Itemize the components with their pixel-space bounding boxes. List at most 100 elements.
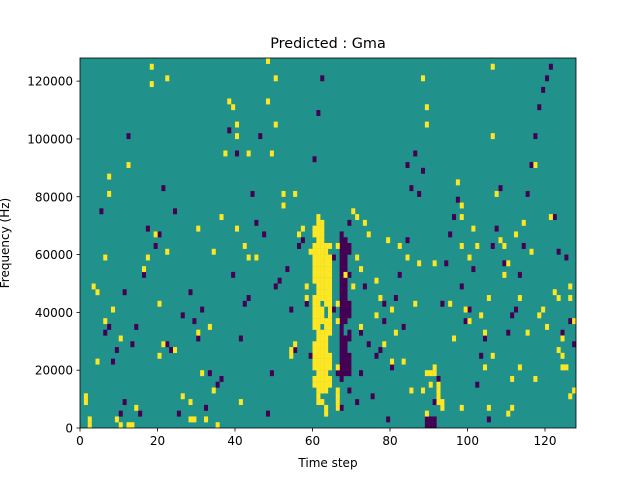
heatmap-cell-high (424, 410, 429, 417)
x-tick-label: 120 (534, 434, 557, 448)
heatmap-cell-high (235, 133, 240, 140)
x-axis-label: Time step (297, 456, 357, 470)
heatmap-cell-high (328, 329, 333, 336)
heatmap-cell-high (145, 254, 150, 261)
heatmap-cell-low (366, 341, 371, 348)
heatmap-cell-low (424, 416, 429, 423)
heatmap-cell-low (568, 318, 573, 325)
heatmap-cell-high (537, 312, 542, 319)
heatmap-cell-low (339, 260, 344, 267)
heatmap-cell-high (382, 341, 387, 348)
x-tick-label: 60 (305, 434, 320, 448)
heatmap-cell-high (312, 352, 317, 359)
heatmap-cell-high (312, 358, 317, 365)
heatmap-cell-high (564, 364, 569, 371)
heatmap-cell-high (308, 248, 313, 255)
heatmap-cell-high (328, 277, 333, 284)
heatmap-cell-high (328, 283, 333, 290)
heatmap-cell-high (196, 329, 201, 336)
heatmap-cell-low (227, 127, 232, 134)
heatmap-cell-low (339, 300, 344, 307)
heatmap-cell-high (103, 318, 108, 325)
heatmap-cell-low (347, 243, 352, 249)
heatmap-cell-high (541, 306, 546, 313)
heatmap-cell-low (308, 352, 313, 359)
heatmap-cell-high (479, 312, 484, 319)
heatmap-cell-high (421, 75, 426, 82)
heatmap-cell-low (510, 312, 515, 319)
heatmap-cell-low (339, 277, 344, 284)
heatmap-cell-high (207, 323, 212, 330)
heatmap-cell-low (444, 260, 449, 267)
heatmap-cell-high (312, 231, 317, 238)
heatmap-cell-low (285, 266, 290, 273)
heatmap-cell-high (448, 300, 453, 307)
heatmap-cell-low (362, 283, 367, 290)
heatmap-cell-high (328, 260, 333, 267)
heatmap-cell-low (564, 254, 569, 261)
heatmap-cell-high (312, 248, 317, 255)
heatmap-cell-high (95, 289, 100, 296)
heatmap-cell-low (339, 231, 344, 238)
heatmap-cell-low (204, 404, 209, 411)
heatmap-cell-low (266, 410, 271, 417)
heatmap-cell-high (328, 381, 333, 388)
heatmap-cell-high (324, 260, 329, 267)
heatmap-cell-low (498, 185, 503, 192)
heatmap-cell-high (510, 375, 515, 382)
heatmap-cell-high (316, 323, 321, 330)
heatmap-cell-high (502, 243, 507, 249)
heatmap-cell-low (521, 243, 526, 249)
heatmap-cell-high (386, 237, 391, 244)
heatmap-cell-high (467, 318, 472, 325)
heatmap-cell-low (293, 347, 298, 353)
heatmap-cell-high (312, 260, 317, 267)
heatmap-cell-low (374, 352, 379, 359)
heatmap-cell-low (343, 370, 348, 377)
heatmap-cell-low (486, 416, 491, 423)
heatmap-cell-high (211, 248, 216, 255)
heatmap-cell-low (556, 248, 561, 255)
heatmap-cell-high (517, 295, 522, 301)
heatmap-cell-high (432, 370, 437, 377)
heatmap-cell-high (316, 347, 321, 353)
heatmap-cell-high (378, 295, 383, 301)
y-tick-label: 60000 (35, 248, 73, 262)
heatmap-cell-low (277, 277, 282, 284)
heatmap-cell-high (545, 323, 550, 330)
heatmap-cell-high (490, 133, 495, 140)
heatmap-cell-low (316, 110, 321, 116)
heatmap-cell-high (246, 254, 251, 261)
heatmap-cell-low (339, 295, 344, 301)
heatmap-cell-high (405, 254, 410, 261)
heatmap-cell-high (459, 243, 464, 249)
heatmap-cell-low (157, 231, 162, 238)
heatmap-cell-high (289, 352, 294, 359)
heatmap-cell-low (99, 208, 104, 215)
heatmap-cell-low (347, 370, 352, 377)
heatmap-cell-low (359, 370, 364, 377)
heatmap-cell-low (122, 289, 127, 296)
heatmap-cell-high (312, 243, 317, 249)
heatmap-cell-high (351, 208, 356, 215)
x-tick-label: 80 (382, 434, 397, 448)
heatmap-cell-high (324, 254, 329, 261)
heatmap-cell-high (269, 150, 274, 157)
heatmap-cell-low (343, 312, 348, 319)
heatmap-cell-high (87, 416, 92, 423)
x-tick-label: 20 (150, 434, 165, 448)
heatmap-cell-high (324, 404, 329, 411)
heatmap-cell-low (107, 323, 112, 330)
heatmap-cell-high (355, 254, 360, 261)
heatmap-cell-high (324, 347, 329, 353)
heatmap-cell-high (390, 306, 395, 313)
heatmap-cell-high (91, 283, 96, 290)
chart-title: Predicted : Gma (270, 36, 386, 52)
heatmap-cell-low (545, 75, 550, 82)
heatmap-cell-high (320, 225, 325, 232)
heatmap-cell-high (324, 271, 329, 278)
heatmap-cell-high (316, 341, 321, 348)
heatmap-cell-low (300, 237, 305, 244)
heatmap-cell-low (339, 358, 344, 365)
heatmap-cell-high (316, 254, 321, 261)
